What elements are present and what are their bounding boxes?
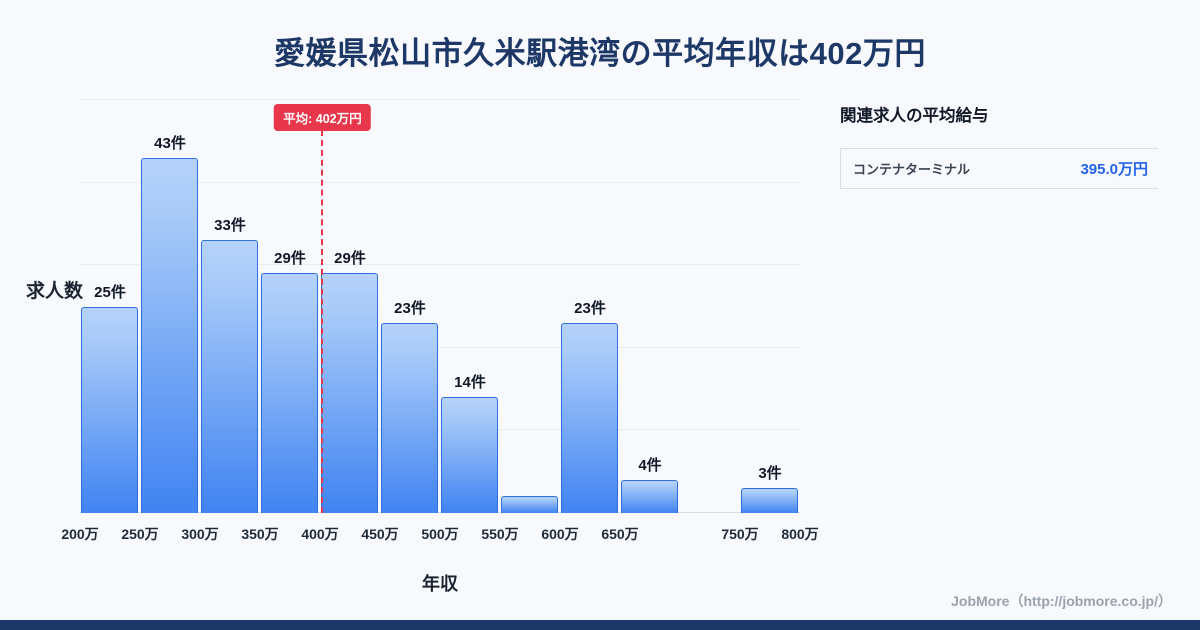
x-axis-ticks: 200万 250万 300万 350万 400万 450万 500万 550万 600万 650万… <box>61 524 818 544</box>
bar-count-label: 23件 <box>574 300 606 318</box>
related-salary-panel: 関連求人の平均給与 コンテナターミナル 395.0万円 <box>840 102 1158 189</box>
bar-count-label: 29件 <box>334 250 366 268</box>
x-tick-label: 450万 <box>361 526 399 542</box>
salary-row-name: コンテナターミナル <box>853 162 971 177</box>
x-tick-label: 400万 <box>301 526 339 542</box>
x-tick-label: 800万 <box>781 526 819 542</box>
footer-credit: JobMore（http://jobmore.co.jp/） <box>951 593 1172 609</box>
histogram-bar <box>561 323 618 513</box>
histogram-bar <box>321 273 378 513</box>
salary-row-value: 395.0万円 <box>1080 161 1148 178</box>
bar-count-label: 3件 <box>758 465 782 483</box>
gridline <box>80 346 800 348</box>
x-tick-label: 550万 <box>481 526 519 542</box>
histogram-bar <box>501 496 558 513</box>
histogram-bar <box>741 488 798 513</box>
bar-count-label: 29件 <box>274 250 306 268</box>
histogram-bar <box>141 157 198 513</box>
gridline <box>80 429 800 431</box>
x-tick-label: 350万 <box>241 526 279 542</box>
x-tick-label: 600万 <box>541 526 579 542</box>
x-tick-label: 250万 <box>121 526 159 542</box>
histogram-bar <box>381 323 438 513</box>
bar-count-label: 25件 <box>94 283 126 301</box>
average-line <box>321 130 324 513</box>
histogram-bar <box>81 306 138 513</box>
gridline <box>80 264 800 266</box>
x-axis-title: 年収 <box>422 574 458 594</box>
gridline <box>80 181 800 183</box>
page-title: 愛媛県松山市久米駅港湾の平均年収は402万円 <box>274 36 926 71</box>
average-badge: 平均: 402万円 <box>274 104 371 131</box>
salary-row: コンテナターミナル 395.0万円 <box>840 148 1158 189</box>
histogram-bar <box>621 479 678 513</box>
x-tick-label: 500万 <box>421 526 459 542</box>
bar-count-label: 43件 <box>154 134 186 152</box>
x-tick-label: 300万 <box>181 526 219 542</box>
histogram-bar <box>441 397 498 513</box>
x-axis-baseline <box>80 512 800 513</box>
x-tick-label: 750万 <box>721 526 759 542</box>
bar-count-label: 14件 <box>454 374 486 392</box>
histogram-bar <box>261 273 318 513</box>
bar-count-label: 4件 <box>638 456 662 474</box>
plot-area: 平均: 402万円 25件 43件 33件 29件 29件 23件 14件 23件 4件 3件 <box>80 99 800 513</box>
bar-count-label: 33件 <box>214 217 246 235</box>
footer-accent-bar <box>0 620 1200 630</box>
x-tick-label: 650万 <box>601 526 639 542</box>
x-tick-label: 200万 <box>61 526 99 542</box>
gridline <box>80 99 800 100</box>
y-axis-title: 求人数 <box>26 281 84 302</box>
bar-count-label: 23件 <box>394 300 426 318</box>
histogram-bar <box>201 240 258 513</box>
related-salary-header: 関連求人の平均給与 <box>840 107 989 125</box>
